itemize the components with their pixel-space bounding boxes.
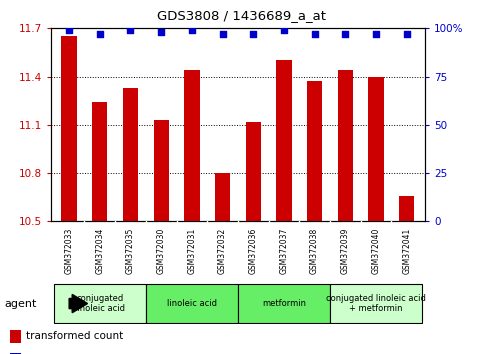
Bar bbox=[368, 76, 384, 221]
Point bbox=[96, 31, 104, 37]
Bar bbox=[307, 81, 322, 221]
Point bbox=[249, 31, 257, 37]
Text: GSM372041: GSM372041 bbox=[402, 228, 411, 274]
Bar bbox=[245, 121, 261, 221]
Point bbox=[372, 31, 380, 37]
Point bbox=[127, 27, 134, 33]
Point bbox=[188, 27, 196, 33]
Text: GSM372037: GSM372037 bbox=[279, 228, 288, 274]
Point bbox=[157, 29, 165, 35]
FancyBboxPatch shape bbox=[146, 284, 238, 323]
Text: GSM372035: GSM372035 bbox=[126, 228, 135, 274]
Text: GSM372039: GSM372039 bbox=[341, 228, 350, 274]
Point bbox=[311, 31, 318, 37]
Bar bbox=[10, 353, 21, 354]
Text: GSM372036: GSM372036 bbox=[249, 228, 258, 274]
Point bbox=[280, 27, 288, 33]
Bar bbox=[61, 36, 77, 221]
Text: metformin: metformin bbox=[262, 299, 306, 308]
Bar bbox=[10, 330, 21, 343]
Text: transformed count: transformed count bbox=[26, 331, 123, 341]
Point bbox=[65, 27, 73, 33]
FancyArrow shape bbox=[69, 295, 87, 313]
Text: GSM372038: GSM372038 bbox=[310, 228, 319, 274]
Text: agent: agent bbox=[5, 298, 37, 309]
Text: linoleic acid: linoleic acid bbox=[167, 299, 217, 308]
Text: GSM372032: GSM372032 bbox=[218, 228, 227, 274]
Text: conjugated
linoleic acid: conjugated linoleic acid bbox=[75, 294, 125, 313]
Bar bbox=[276, 61, 292, 221]
FancyBboxPatch shape bbox=[330, 284, 422, 323]
FancyBboxPatch shape bbox=[54, 284, 146, 323]
Text: GSM372034: GSM372034 bbox=[95, 228, 104, 274]
Bar bbox=[92, 102, 108, 221]
Point bbox=[219, 31, 227, 37]
Bar bbox=[338, 70, 353, 221]
Bar bbox=[184, 70, 199, 221]
Bar bbox=[154, 120, 169, 221]
FancyBboxPatch shape bbox=[238, 284, 330, 323]
Text: conjugated linoleic acid
+ metformin: conjugated linoleic acid + metformin bbox=[326, 294, 426, 313]
Bar bbox=[123, 88, 138, 221]
Point bbox=[403, 31, 411, 37]
Text: GSM372033: GSM372033 bbox=[65, 228, 73, 274]
Point bbox=[341, 31, 349, 37]
Text: GSM372040: GSM372040 bbox=[371, 228, 381, 274]
Text: GDS3808 / 1436689_a_at: GDS3808 / 1436689_a_at bbox=[157, 9, 326, 22]
Bar bbox=[215, 173, 230, 221]
Text: GSM372031: GSM372031 bbox=[187, 228, 197, 274]
Text: GSM372030: GSM372030 bbox=[156, 228, 166, 274]
Bar bbox=[399, 195, 414, 221]
